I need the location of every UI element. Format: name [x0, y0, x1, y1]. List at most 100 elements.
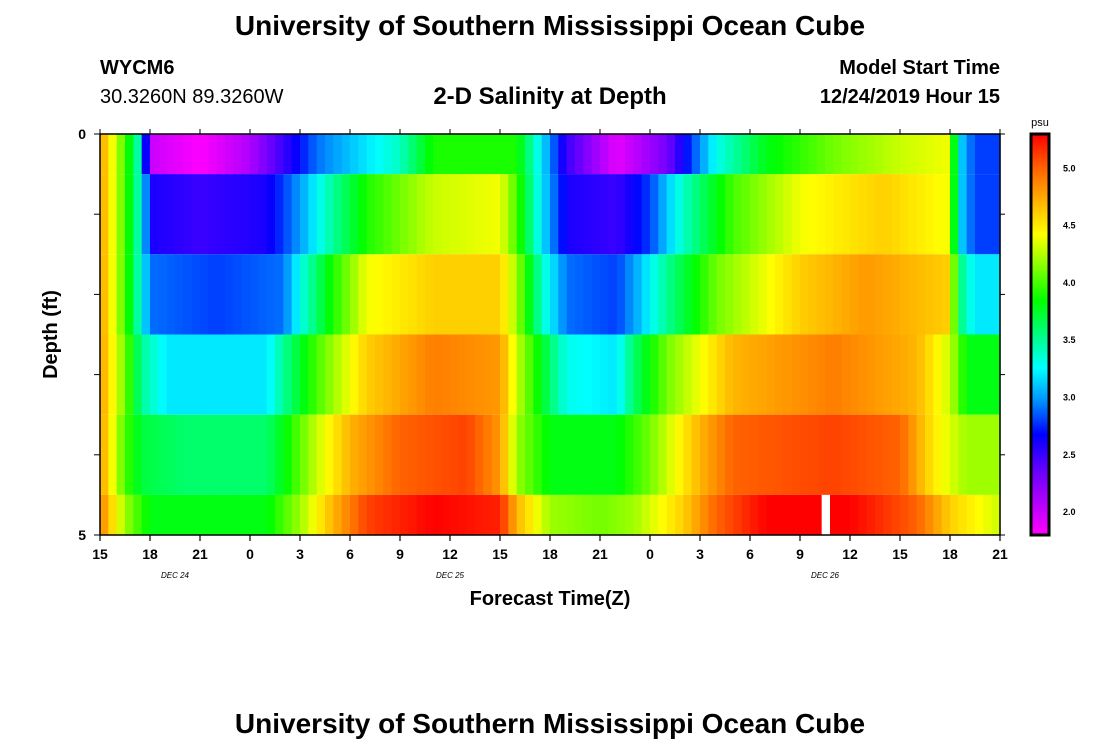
- heatmap-cell: [691, 414, 701, 495]
- heatmap-cell: [658, 414, 668, 495]
- heatmap-cell: [316, 494, 326, 535]
- heatmap-cell: [108, 494, 118, 535]
- heatmap-cell: [125, 414, 134, 495]
- heatmap-cell: [708, 414, 718, 495]
- heatmap-cell: [516, 174, 526, 255]
- heatmap-cell: [908, 334, 918, 415]
- heatmap-cell: [541, 254, 551, 335]
- heatmap-cell: [483, 334, 493, 415]
- heatmap-cell: [700, 414, 709, 495]
- heatmap-cell: [666, 134, 676, 175]
- heatmap-cell: [575, 174, 584, 255]
- x-tick-label: 18: [142, 546, 158, 562]
- heatmap-cell: [366, 254, 376, 335]
- heatmap-cell: [275, 254, 284, 335]
- heatmap-cell: [933, 494, 943, 535]
- heatmap-cell: [583, 134, 593, 175]
- heatmap-cell: [533, 254, 543, 335]
- colorbar-ticks: 2.0 2.5 3.0 3.5 4.0 4.5 5.0: [1063, 163, 1076, 517]
- page-title: University of Southern Mississippi Ocean…: [234, 10, 866, 41]
- heatmap-cell: [891, 494, 901, 535]
- heatmap-cell: [658, 134, 668, 175]
- heatmap-cell: [383, 494, 393, 535]
- heatmap-cell: [216, 414, 226, 495]
- heatmap-cell: [716, 494, 726, 535]
- heatmap-cell: [250, 174, 259, 255]
- heatmap-cell: [100, 494, 109, 535]
- heatmap-cell: [891, 334, 901, 415]
- heatmap-cell: [441, 494, 451, 535]
- heatmap-cell: [983, 254, 993, 335]
- heatmap-cell: [741, 494, 751, 535]
- heatmap-cell: [583, 414, 593, 495]
- heatmap-cell: [741, 334, 751, 415]
- heatmap-cell: [366, 134, 376, 175]
- x-tick-label: 18: [942, 546, 958, 562]
- heatmap-cell: [875, 174, 884, 255]
- heatmap-cell: [308, 334, 318, 415]
- heatmap-cell: [683, 254, 693, 335]
- heatmap-cell: [200, 494, 209, 535]
- heatmap-cell: [950, 334, 959, 415]
- heatmap-cell: [458, 334, 468, 415]
- heatmap-cell: [366, 494, 376, 535]
- heatmap-cell: [700, 334, 709, 415]
- heatmap-cell: [825, 174, 834, 255]
- y-tick-label: 5: [78, 527, 86, 543]
- heatmap-cell: [950, 174, 959, 255]
- heatmap-cell: [850, 254, 859, 335]
- heatmap-cell: [816, 494, 826, 535]
- heatmap-cell: [141, 334, 151, 415]
- heatmap-cell: [733, 174, 743, 255]
- heatmap-cell: [283, 414, 293, 495]
- heatmap-cell: [825, 334, 834, 415]
- heatmap-cell: [883, 174, 893, 255]
- heatmap-cell: [491, 414, 501, 495]
- heatmap-cell: [233, 334, 243, 415]
- heatmap-cell: [408, 414, 418, 495]
- heatmap-cell: [916, 174, 926, 255]
- heatmap-cell: [266, 414, 276, 495]
- heatmap-cell: [508, 334, 518, 415]
- heatmap-cell: [600, 134, 609, 175]
- heatmap-cell: [908, 414, 918, 495]
- heatmap-cell: [333, 174, 343, 255]
- heatmap-cell: [800, 174, 809, 255]
- heatmap-cell: [683, 134, 693, 175]
- heatmap-cell: [283, 174, 293, 255]
- heatmap-cell: [691, 494, 701, 535]
- heatmap-cell: [658, 254, 668, 335]
- heatmap-cell: [975, 414, 984, 495]
- heatmap-cell: [225, 174, 234, 255]
- y-axis-label: Depth (ft): [40, 290, 62, 379]
- heatmap-cell: [466, 414, 476, 495]
- heatmap-cell: [358, 254, 368, 335]
- heatmap-cell: [150, 494, 159, 535]
- heatmap-cell: [558, 254, 568, 335]
- heatmap-cell: [750, 414, 759, 495]
- heatmap-cell: [133, 414, 143, 495]
- heatmap-cell: [933, 134, 943, 175]
- heatmap-cell: [166, 174, 176, 255]
- heatmap-cell: [141, 494, 151, 535]
- heatmap-cell: [966, 414, 976, 495]
- heatmap-cell: [875, 134, 884, 175]
- heatmap-cell: [525, 134, 534, 175]
- heatmap-cell: [491, 254, 501, 335]
- heatmap-cell: [716, 174, 726, 255]
- heatmap-cell: [108, 174, 118, 255]
- heatmap-cell: [300, 414, 309, 495]
- heatmap-cell: [900, 334, 909, 415]
- heatmap-cell: [708, 494, 718, 535]
- heatmap-cell: [391, 134, 401, 175]
- heatmap-cell: [966, 494, 976, 535]
- heatmap-cell: [100, 254, 109, 335]
- heatmap-cell: [666, 174, 676, 255]
- heatmap-cell: [891, 174, 901, 255]
- heatmap-cell: [758, 334, 768, 415]
- heatmap-cell: [966, 134, 976, 175]
- heatmap-cell: [250, 414, 259, 495]
- heatmap-cell: [700, 254, 709, 335]
- heatmap-cell: [966, 334, 976, 415]
- x-tick-label: 9: [396, 546, 404, 562]
